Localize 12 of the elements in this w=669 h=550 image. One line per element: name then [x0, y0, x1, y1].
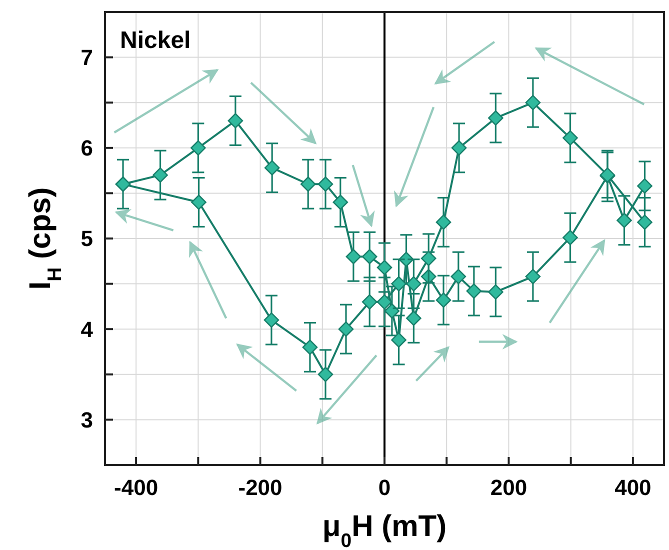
y-tick-label: 5: [80, 226, 93, 252]
x-tick-label: 400: [614, 475, 652, 500]
x-tick-label: -400: [114, 475, 158, 500]
y-tick-label: 4: [80, 316, 94, 342]
annotation: Nickel: [120, 27, 191, 54]
x-tick-label: -200: [238, 475, 282, 500]
y-tick-label: 3: [80, 407, 93, 432]
x-tick-label: 200: [490, 475, 528, 500]
y-tick-label: 7: [80, 45, 93, 70]
x-tick-label: 0: [378, 475, 391, 500]
y-tick-label: 6: [80, 136, 93, 161]
x-axis-title: μ$_{0}$H (mT): [322, 510, 447, 550]
